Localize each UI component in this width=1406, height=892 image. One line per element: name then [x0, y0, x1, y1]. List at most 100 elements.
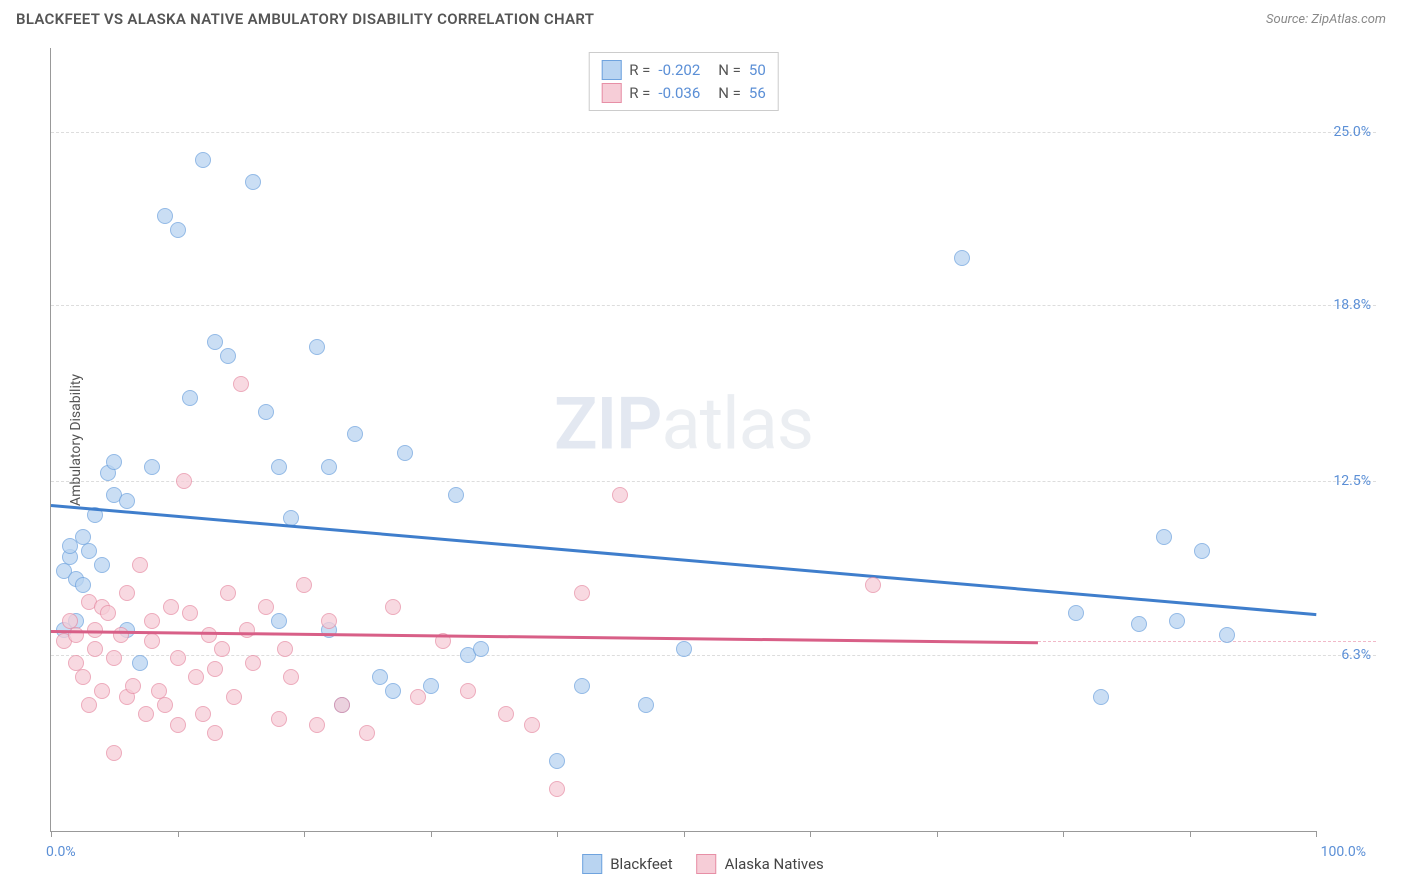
data-point — [245, 174, 261, 190]
x-tick — [1316, 831, 1317, 837]
stat-r-label: R = — [629, 59, 650, 82]
chart-container: Ambulatory Disability ZIPatlas R =-0.202… — [50, 48, 1376, 832]
data-point — [182, 390, 198, 406]
data-point — [233, 376, 249, 392]
stat-r-label: R = — [629, 82, 650, 105]
data-point — [1093, 689, 1109, 705]
data-point — [81, 543, 97, 559]
source-label: Source: ZipAtlas.com — [1266, 12, 1386, 27]
data-point — [638, 697, 654, 713]
stats-legend: R =-0.202N =50R =-0.036N =56 — [588, 52, 779, 111]
data-point — [87, 641, 103, 657]
data-point — [125, 678, 141, 694]
x-tick — [178, 831, 179, 837]
data-point — [94, 557, 110, 573]
y-tick-label: 18.8% — [1333, 297, 1371, 313]
stat-r-value: -0.202 — [658, 59, 700, 82]
data-point — [296, 577, 312, 593]
gridline — [51, 481, 1376, 482]
x-axis-max: 100.0% — [1321, 844, 1366, 860]
stat-n-value: 56 — [749, 82, 766, 105]
data-point — [372, 669, 388, 685]
gridline — [51, 132, 1376, 133]
data-point — [144, 613, 160, 629]
chart-title: BLACKFEET VS ALASKA NATIVE AMBULATORY DI… — [16, 10, 594, 28]
data-point — [176, 473, 192, 489]
legend-label-alaska: Alaska Natives — [725, 855, 824, 873]
stat-n-label: N = — [718, 82, 741, 105]
data-point — [132, 557, 148, 573]
data-point — [271, 613, 287, 629]
plot-area: ZIPatlas R =-0.202N =50R =-0.036N =56 25… — [50, 48, 1316, 832]
data-point — [100, 605, 116, 621]
data-point — [612, 487, 628, 503]
data-point — [1169, 613, 1185, 629]
data-point — [277, 641, 293, 657]
data-point — [138, 706, 154, 722]
data-point — [283, 669, 299, 685]
x-tick — [1190, 831, 1191, 837]
data-point — [195, 706, 211, 722]
data-point — [207, 334, 223, 350]
data-point — [347, 426, 363, 442]
legend-item-alaska: Alaska Natives — [697, 854, 824, 874]
data-point — [207, 725, 223, 741]
data-point — [239, 622, 255, 638]
data-point — [309, 717, 325, 733]
data-point — [498, 706, 514, 722]
x-tick — [810, 831, 811, 837]
stats-swatch — [601, 60, 621, 80]
data-point — [309, 339, 325, 355]
x-tick — [51, 831, 52, 837]
bottom-legend: Blackfeet Alaska Natives — [582, 854, 824, 874]
data-point — [1068, 605, 1084, 621]
data-point — [106, 454, 122, 470]
swatch-alaska — [697, 854, 717, 874]
data-point — [385, 683, 401, 699]
x-tick — [684, 831, 685, 837]
y-tick-label: 12.5% — [1333, 473, 1371, 489]
data-point — [1131, 616, 1147, 632]
x-tick — [557, 831, 558, 837]
data-point — [170, 222, 186, 238]
data-point — [182, 605, 198, 621]
data-point — [157, 208, 173, 224]
legend-item-blackfeet: Blackfeet — [582, 854, 672, 874]
stats-row: R =-0.036N =56 — [601, 82, 766, 105]
data-point — [954, 250, 970, 266]
watermark-light: atlas — [661, 381, 813, 466]
data-point — [132, 655, 148, 671]
data-point — [201, 627, 217, 643]
data-point — [410, 689, 426, 705]
data-point — [144, 459, 160, 475]
data-point — [170, 650, 186, 666]
data-point — [549, 753, 565, 769]
stats-swatch — [601, 83, 621, 103]
data-point — [423, 678, 439, 694]
data-point — [226, 689, 242, 705]
data-point — [524, 717, 540, 733]
data-point — [321, 459, 337, 475]
data-point — [271, 711, 287, 727]
watermark-bold: ZIP — [554, 381, 661, 466]
watermark: ZIPatlas — [554, 381, 813, 466]
data-point — [1156, 529, 1172, 545]
data-point — [195, 152, 211, 168]
data-point — [359, 725, 375, 741]
data-point — [170, 717, 186, 733]
x-tick — [1063, 831, 1064, 837]
data-point — [94, 683, 110, 699]
data-point — [334, 697, 350, 713]
data-point — [865, 577, 881, 593]
trend-line — [51, 630, 1038, 644]
data-point — [549, 781, 565, 797]
data-point — [119, 493, 135, 509]
data-point — [245, 655, 261, 671]
trend-extension — [1038, 641, 1376, 642]
x-tick — [431, 831, 432, 837]
data-point — [574, 678, 590, 694]
data-point — [321, 613, 337, 629]
data-point — [448, 487, 464, 503]
stat-n-label: N = — [718, 59, 741, 82]
data-point — [113, 627, 129, 643]
